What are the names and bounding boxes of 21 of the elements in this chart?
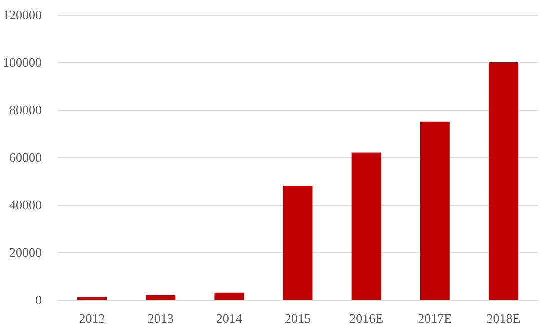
x-tick-label: 2018E: [486, 311, 521, 326]
y-tick-label: 80000: [10, 102, 42, 118]
y-tick-label: 60000: [10, 150, 42, 165]
bar: [352, 152, 382, 300]
y-tick-label: 40000: [10, 198, 42, 212]
y-tick-label: 20000: [10, 245, 42, 260]
x-tick-label: 2013: [148, 311, 174, 326]
bar: [420, 122, 450, 300]
bar: [214, 292, 244, 300]
y-tick-label: 100000: [3, 55, 42, 70]
y-tick-label: 0: [36, 292, 42, 308]
bar: [283, 186, 313, 300]
x-tick-label: 2015: [285, 311, 311, 326]
x-tick-label: 2017E: [418, 311, 452, 326]
x-tick-label: 2016E: [350, 311, 384, 326]
bar: [146, 295, 176, 300]
y-tick-label: 120000: [3, 8, 42, 22]
x-tick-label: 2012: [79, 311, 106, 326]
bar: [488, 62, 518, 300]
bar: [78, 297, 108, 300]
x-tick-label: 2014: [216, 311, 243, 326]
